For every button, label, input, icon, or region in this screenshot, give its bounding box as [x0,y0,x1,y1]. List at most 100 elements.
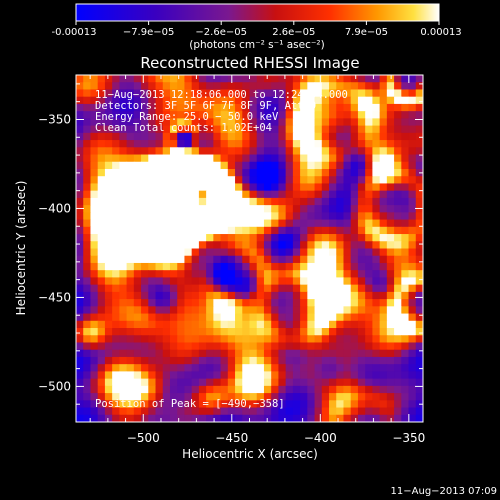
heatmap-cell [83,168,91,177]
heatmap-cell [314,262,323,271]
heatmap-cell [198,320,207,329]
heatmap-cell [379,255,388,264]
heatmap-cell [379,378,388,387]
heatmap-cell [169,385,178,394]
heatmap-cell [162,212,171,221]
heatmap-cell [350,364,359,372]
heatmap-cell [141,205,149,213]
heatmap-cell [76,335,84,343]
heatmap-cell [401,154,410,163]
heatmap-cell [307,241,316,249]
heatmap-cell [329,111,337,119]
heatmap-cell [336,219,344,228]
heatmap-cell [184,349,193,358]
heatmap-cell [271,342,279,351]
y-tick-label: −450 [38,290,71,304]
heatmap-cell [126,364,135,372]
heatmap-cell [365,320,373,329]
heatmap-cell [97,342,106,351]
heatmap-cell [314,393,323,401]
heatmap-cell [213,284,222,293]
heatmap-cell [394,262,402,271]
heatmap-cell [133,197,142,206]
heatmap-cell [191,378,200,387]
heatmap-cell [155,161,164,170]
heatmap-cell [249,385,258,394]
heatmap-cell [177,241,185,249]
heatmap-cell [141,299,149,307]
heatmap-cell [394,270,402,278]
heatmap-cell [169,284,178,293]
heatmap-cell [220,255,229,264]
heatmap-cell [242,262,250,271]
heatmap-cell [141,176,149,184]
heatmap-cell [379,284,388,293]
heatmap-cell [379,197,388,206]
heatmap-cell [198,241,207,249]
heatmap-cell [394,407,402,416]
heatmap-cell [198,197,207,206]
heatmap-cell [300,111,308,119]
heatmap-cell [220,154,229,163]
heatmap-cell [162,255,171,264]
heatmap-cell [321,82,330,90]
heatmap-cell [343,190,352,199]
heatmap-cell [155,270,164,278]
heatmap-cell [141,132,149,141]
heatmap-cell [213,212,222,221]
heatmap-cell [126,414,135,422]
heatmap-cell [271,320,279,329]
heatmap-cell [336,364,344,372]
heatmap-cell [227,96,236,105]
heatmap-cell [365,335,373,343]
heatmap-cell [97,226,106,235]
heatmap-cell [220,205,229,213]
colorbar-gradient [75,3,440,22]
heatmap-cell [213,118,222,127]
heatmap-cell [314,255,323,264]
heatmap-cell [386,140,395,148]
heatmap-cell [386,262,395,271]
heatmap-cell [97,407,106,416]
heatmap-cell [314,212,323,221]
heatmap-cell [213,349,222,358]
axis-ticks [76,75,423,422]
heatmap-cell [379,277,388,286]
heatmap-cell [307,154,316,163]
heatmap-cell [314,75,323,83]
heatmap-cell [292,299,301,307]
heatmap-cell [126,103,135,112]
heatmap-cell [184,291,193,300]
heatmap-cell [285,313,294,322]
heatmap-cell [278,75,287,83]
heatmap-cell [191,96,200,105]
heatmap-cell [415,371,423,380]
heatmap-cell [408,212,417,221]
observation-annotations: 11−Aug−2013 12:18:06.000 to 12:24:04.000… [95,89,348,410]
heatmap-cell [415,255,423,264]
heatmap-cell [126,241,135,249]
heatmap-cell [256,103,265,112]
heatmap-cell [401,385,410,394]
heatmap-cell [155,212,164,221]
heatmap-cell [83,306,91,315]
heatmap-cell [76,176,84,184]
heatmap-cell [184,205,193,213]
heatmap-cell [379,219,388,228]
heatmap-cell [177,364,185,372]
heatmap-cell [112,183,120,192]
heatmap-cell [133,320,142,329]
heatmap-cell [191,255,200,264]
heatmap-cell [242,212,250,221]
heatmap-cell [408,140,417,148]
heatmap-cell [191,320,200,329]
heatmap-cell [415,147,423,156]
heatmap-cell [379,407,388,416]
heatmap-cell [336,393,344,401]
heatmap-cell [278,176,287,184]
heatmap-cell [76,132,84,141]
heatmap-cell [343,82,352,90]
heatmap-cell [169,197,178,206]
heatmap-cell [227,118,236,127]
